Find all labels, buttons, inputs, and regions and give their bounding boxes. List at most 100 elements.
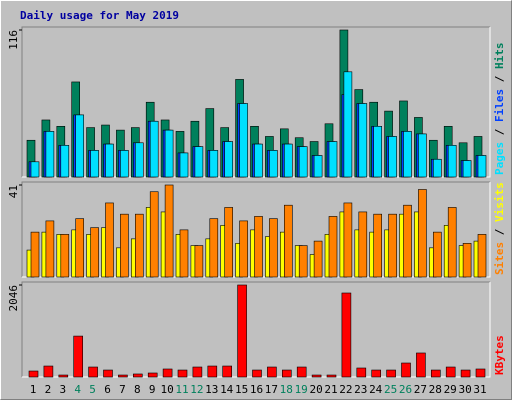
legend-separator: / [493,122,506,142]
bar [135,142,144,178]
x-tick-label: 20 [309,383,322,396]
bar [239,103,248,178]
bar [103,369,113,378]
bar [135,213,144,278]
x-tick-label: 4 [74,383,81,396]
x-tick-label: 26 [399,383,412,396]
x-tick-label: 27 [414,383,427,396]
bar [328,216,338,278]
bar [43,365,54,378]
legend-entry: Pages [493,142,506,175]
bar [373,126,383,178]
x-tick-label: 24 [369,383,383,396]
x-tick-label: 14 [220,383,234,396]
bar [326,374,337,378]
x-tick-label: 17 [265,383,278,396]
bar [28,370,39,378]
bar [313,155,323,178]
legend: Sites / Visits [493,182,506,275]
x-tick-label: 18 [280,383,293,396]
x-tick-label: 22 [339,383,352,396]
bar [477,155,487,178]
bar [194,146,204,178]
y-tick-label: 41 [7,185,20,198]
chart-title: Daily usage for May 2019 [20,9,179,22]
bar [30,231,40,278]
legend-entry: Hits [493,43,506,70]
x-tick-label: 28 [429,383,442,396]
x-tick-label: 16 [250,383,263,396]
bar [60,234,70,278]
bar [298,146,308,178]
bar [477,234,487,278]
bar [281,369,292,378]
legend-entry: Files [493,89,506,122]
x-tick-label: 10 [160,383,173,396]
bar [475,368,486,378]
bar [177,369,188,378]
x-tick-label: 9 [149,383,156,396]
bar [254,216,263,278]
bar [460,369,471,378]
x-tick-label: 29 [444,383,457,396]
bar [373,213,383,278]
bar [416,352,426,378]
x-tick-label: 8 [134,383,141,396]
bar [162,368,173,378]
bar [430,369,441,378]
bar [401,362,411,378]
bar [371,369,382,378]
bar [164,184,174,278]
bar [147,372,158,378]
x-tick-label: 7 [119,383,126,396]
bar [75,218,84,278]
bar [447,145,457,178]
legend-separator: / [493,222,506,242]
x-tick-label: 11 [175,383,188,396]
y-tick-label: 2046 [7,285,20,312]
bar [58,374,69,378]
legend-entry: KBytes [493,335,506,375]
bar [328,141,338,178]
bar [432,231,442,278]
bar [133,373,143,378]
bar [120,150,129,178]
bar [120,213,129,278]
bar [88,366,98,378]
bar [45,220,55,278]
bar [105,202,114,278]
bar [386,369,396,378]
bar [90,227,99,278]
x-tick-label: 25 [384,383,397,396]
bar [118,374,128,378]
bar [90,150,99,178]
bar [445,366,456,378]
bar [283,204,293,278]
bar [192,366,203,378]
bar [358,103,368,178]
bar [462,160,472,178]
bar [222,365,232,378]
bar [432,158,442,178]
x-tick-label: 6 [104,383,111,396]
legend-separator: / [493,69,506,89]
panel-border [21,281,490,377]
bar [237,284,247,378]
bar [418,133,427,178]
bar [267,366,277,378]
bar [403,131,412,178]
bar [252,369,262,378]
x-tick-label: 30 [458,383,471,396]
bar [179,152,189,178]
bar [30,161,40,178]
bar [75,114,84,178]
bar [269,218,278,278]
bar [45,131,55,178]
x-tick-label: 3 [59,383,66,396]
bar [239,220,248,278]
bar [60,145,70,178]
bar [149,191,159,278]
x-tick-label: 5 [89,383,96,396]
